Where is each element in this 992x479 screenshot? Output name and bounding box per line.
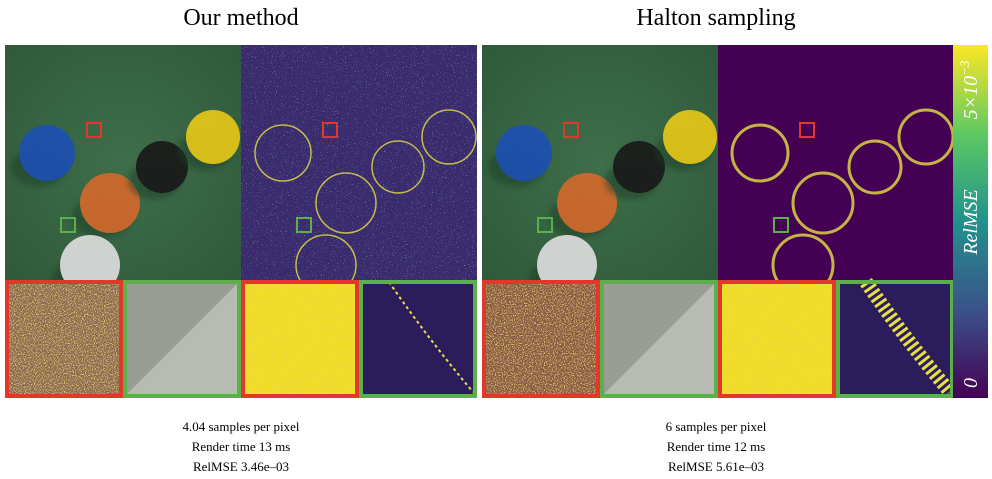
inset-noise bbox=[7, 282, 121, 396]
colorbar-max-base: 5×10 bbox=[960, 76, 982, 120]
inset-noise bbox=[243, 282, 357, 396]
colorbar-max-exponent: −3 bbox=[957, 60, 972, 76]
panel: Our method 4.04 samples per pixel Render t… bbox=[5, 5, 477, 474]
caption-line: RelMSE 5.61e–03 bbox=[668, 459, 764, 474]
caption-line: Render time 13 ms bbox=[192, 439, 291, 454]
panel-title: Halton sampling bbox=[636, 5, 795, 31]
figure: Our method 4.04 samples per pixel Render t… bbox=[0, 0, 992, 479]
inset-noise bbox=[720, 282, 834, 396]
ball bbox=[186, 110, 240, 164]
inset-noise bbox=[484, 282, 598, 396]
colorbar-min: 0 bbox=[960, 378, 982, 388]
inset bbox=[838, 282, 952, 396]
ball bbox=[19, 125, 75, 181]
ball bbox=[496, 125, 552, 181]
colorbar-name: RelMSE bbox=[960, 189, 982, 256]
ball bbox=[663, 110, 717, 164]
colorbar: 5×10−3 RelMSE 0 bbox=[953, 45, 988, 398]
panel-title: Our method bbox=[183, 5, 298, 31]
caption-line: RelMSE 3.46e–03 bbox=[193, 459, 289, 474]
panel: Halton sampling 6 samples per pixel Render… bbox=[482, 5, 954, 474]
caption-line: 4.04 samples per pixel bbox=[183, 419, 300, 434]
caption-line: 6 samples per pixel bbox=[666, 419, 767, 434]
caption-line: Render time 12 ms bbox=[667, 439, 766, 454]
inset bbox=[361, 282, 475, 396]
